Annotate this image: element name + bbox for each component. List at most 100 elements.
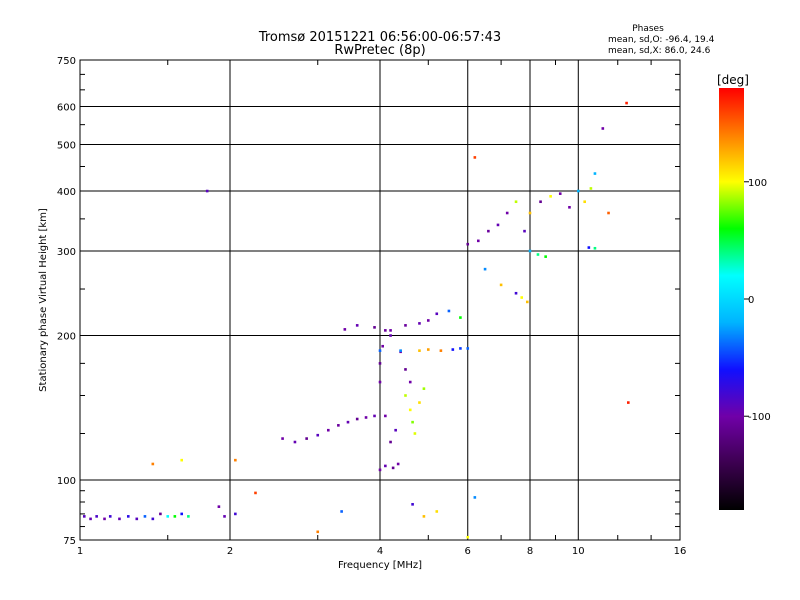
y-tick-label: 300 [57,247,76,258]
colorbar-tick-label: 100 [748,178,767,189]
echo-point [499,283,503,287]
echo-point [411,503,414,506]
echo-point [293,440,297,444]
echo-point [378,349,382,352]
chart-subtitle: RwPretec (8p) [334,43,425,58]
echo-point [378,380,382,384]
grid-lines [80,60,680,540]
echo-point [118,517,121,521]
x-tick-label: 8 [527,546,533,557]
echo-point [254,491,257,495]
echo-point [340,510,343,513]
echo-point [384,414,387,418]
echo-point [205,189,209,193]
echo-point [451,348,455,351]
echo-point [435,510,439,513]
echo-point [373,414,376,418]
echo-point [404,368,407,371]
chart-title: Tromsø 20151221 06:56:00-06:57:43 [258,30,501,45]
echo-point [514,291,518,295]
echo-point [568,205,571,209]
echo-point [337,424,340,427]
echo-point [593,246,597,250]
y-axis-label: Stationary phase Virtual Height [km] [38,208,49,392]
echo-point [103,517,106,521]
echo-point [435,312,439,316]
echo-point [576,189,580,193]
colorbar-label: [deg] [717,73,749,87]
colorbar-tick-label: 0 [748,295,754,306]
echo-point [589,187,593,190]
echo-point [135,517,139,521]
echo-point [173,515,177,518]
echo-point [364,416,368,419]
echo-point [355,324,359,327]
x-axis: 1 2 4 6 8 10 16 [77,60,686,557]
echo-point [459,347,462,350]
echo-point [234,512,237,516]
plot-frame [79,59,681,541]
echo-point [466,347,470,350]
echo-point [466,535,470,539]
echo-point [601,127,605,130]
echo-point [384,464,387,468]
echo-point [143,515,147,518]
y-tick-label: 200 [57,332,76,343]
echo-point [355,417,359,421]
echo-point [426,319,430,322]
echo-point [89,517,92,521]
echo-point [159,512,162,516]
echo-point [539,200,542,204]
echo-point [418,322,421,325]
echo-point [528,249,532,253]
echo-point [343,328,347,331]
echo-point [558,192,562,195]
echo-point [217,505,221,508]
echo-point [520,296,524,299]
echo-point [373,326,376,329]
x-tick-label: 6 [465,546,471,557]
echo-point [389,334,392,337]
colorbar [719,88,744,510]
x-tick-label: 2 [227,546,233,557]
x-tick-label: 4 [377,546,383,557]
echo-point [404,324,407,327]
stats-header: Phases [632,24,664,34]
echo-point [234,458,237,462]
echo-point [396,462,400,466]
y-tick-label: 750 [57,56,76,67]
x-tick-label: 1 [77,546,83,557]
echo-point [378,468,382,472]
echo-points [82,101,630,539]
echo-point [151,517,155,521]
echo-point [346,420,350,424]
echo-point [447,309,451,313]
echo-point [108,515,112,518]
echo-point [607,211,610,215]
y-tick-label: 500 [57,141,76,152]
echo-point [418,401,421,404]
echo-point [496,223,500,227]
y-tick-label: 75 [63,536,76,547]
echo-point [378,362,382,365]
echo-point [126,515,130,518]
echo-point [439,349,443,352]
echo-point [399,349,402,352]
echo-point [180,458,184,462]
echo-point [187,515,190,518]
echo-point [389,440,392,444]
colorbar-tick-label: -100 [748,412,771,423]
echo-point [389,329,392,332]
y-tick-label: 400 [57,187,76,198]
echo-point [95,515,98,518]
y-tick-label: 100 [57,476,76,487]
echo-point [327,428,330,432]
echo-point [426,348,430,351]
echo-point [536,253,540,256]
echo-point [483,267,487,271]
colorbar-ticks: 100 0 -100 [744,178,771,423]
echo-point [422,387,426,390]
echo-point [411,420,414,424]
echo-point [514,200,518,204]
